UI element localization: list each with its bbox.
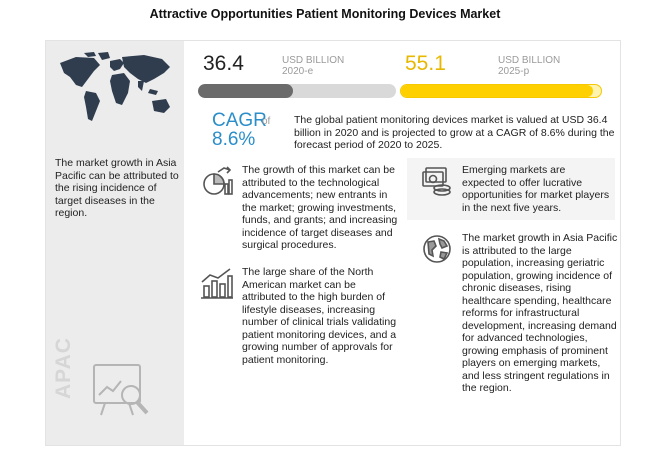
market-value-2020: 36.4 bbox=[203, 52, 244, 75]
growth-insight: The growth of this market can be attribu… bbox=[242, 164, 398, 251]
unit-label: USD BILLION bbox=[498, 55, 561, 66]
money-icon bbox=[422, 167, 451, 196]
market-unit-2020: USD BILLION 2020-e bbox=[282, 55, 352, 77]
world-map-icon bbox=[60, 52, 170, 121]
bar-chart-icon bbox=[201, 268, 233, 299]
magnifier-chart-icon bbox=[93, 364, 149, 416]
emerging-markets-insight: Emerging markets are expected to offer l… bbox=[462, 164, 610, 214]
growth-chart-icon bbox=[203, 166, 233, 195]
unit-label: USD BILLION bbox=[282, 55, 345, 66]
page-title: Attractive Opportunities Patient Monitor… bbox=[149, 7, 501, 21]
cagr-value: 8.6% bbox=[212, 129, 256, 150]
region-growth-text: The market growth in Asia Pacific can be… bbox=[55, 157, 179, 219]
year-label: 2020-e bbox=[282, 66, 314, 77]
market-bar-2020 bbox=[198, 84, 396, 98]
market-summary: The global patient monitoring devices ma… bbox=[294, 114, 615, 151]
cagr-of-label: of bbox=[262, 116, 271, 127]
market-bar-fill-2020 bbox=[198, 84, 294, 98]
region-panel: The market growth in Asia Pacific can be… bbox=[46, 41, 184, 445]
infographic-frame bbox=[45, 40, 621, 446]
asia-pacific-insight: The market growth in Asia Pacific is att… bbox=[462, 232, 618, 394]
market-value-2025: 55.1 bbox=[405, 52, 446, 75]
globe-icon bbox=[423, 235, 451, 263]
apac-label: APAC bbox=[52, 337, 75, 399]
market-bar-2025 bbox=[400, 84, 602, 98]
north-america-insight: The large share of the North American ma… bbox=[242, 266, 397, 366]
market-bar-fill-2025 bbox=[401, 85, 593, 97]
cagr-label: CAGR bbox=[212, 110, 267, 131]
market-unit-2025: USD BILLION 2025-p bbox=[498, 55, 568, 77]
year-label: 2025-p bbox=[498, 66, 530, 77]
